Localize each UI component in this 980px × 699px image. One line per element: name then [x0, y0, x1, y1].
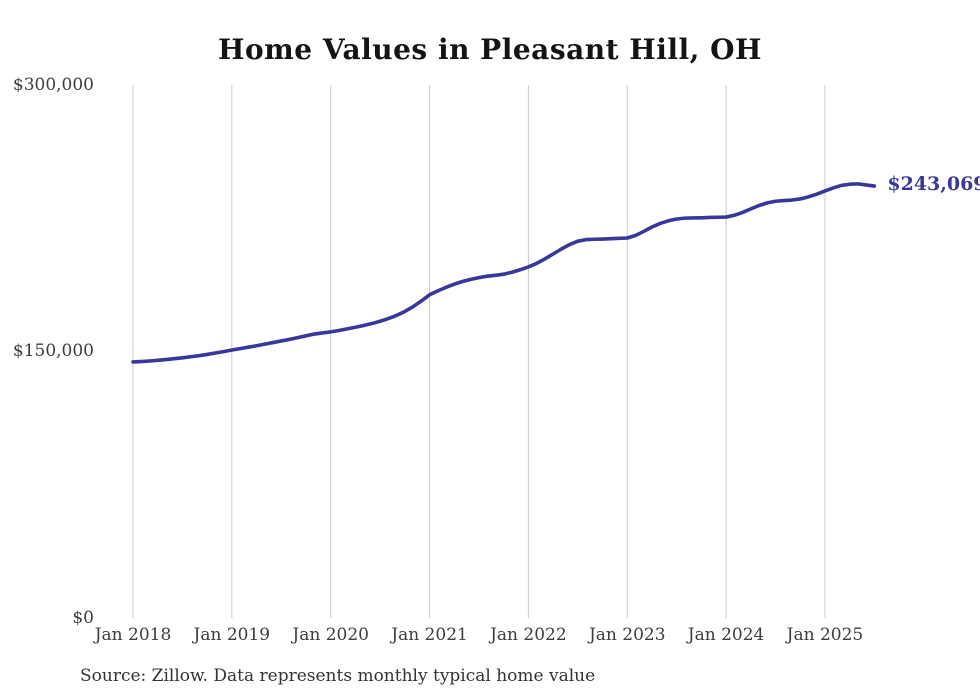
y-tick-label: $300,000 — [12, 75, 94, 95]
x-tick-label: Jan 2023 — [588, 625, 666, 645]
x-tick-label: Jan 2021 — [391, 625, 468, 645]
x-tick-label: Jan 2018 — [94, 625, 172, 645]
home-value-line — [131, 182, 877, 364]
x-tick-label: Jan 2025 — [786, 625, 864, 645]
x-tick-label: Jan 2024 — [687, 625, 765, 645]
y-tick-label: $0 — [72, 607, 94, 628]
x-tick-label: Jan 2019 — [193, 625, 271, 645]
y-tick-label: $150,000 — [12, 341, 94, 362]
chart-title: Home Values in Pleasant Hill, OH — [218, 33, 762, 66]
source-note: Source: Zillow. Data represents monthly … — [80, 666, 596, 686]
x-tick-label: Jan 2022 — [490, 625, 567, 645]
latest-value-label: $243,069 — [887, 173, 980, 196]
x-tick-label: Jan 2020 — [292, 625, 369, 645]
